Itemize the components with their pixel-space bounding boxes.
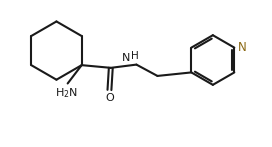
Text: N: N <box>238 41 247 54</box>
Text: H: H <box>131 51 139 61</box>
Text: N: N <box>122 53 131 63</box>
Text: O: O <box>105 93 114 103</box>
Text: H$_2$N: H$_2$N <box>55 86 78 100</box>
